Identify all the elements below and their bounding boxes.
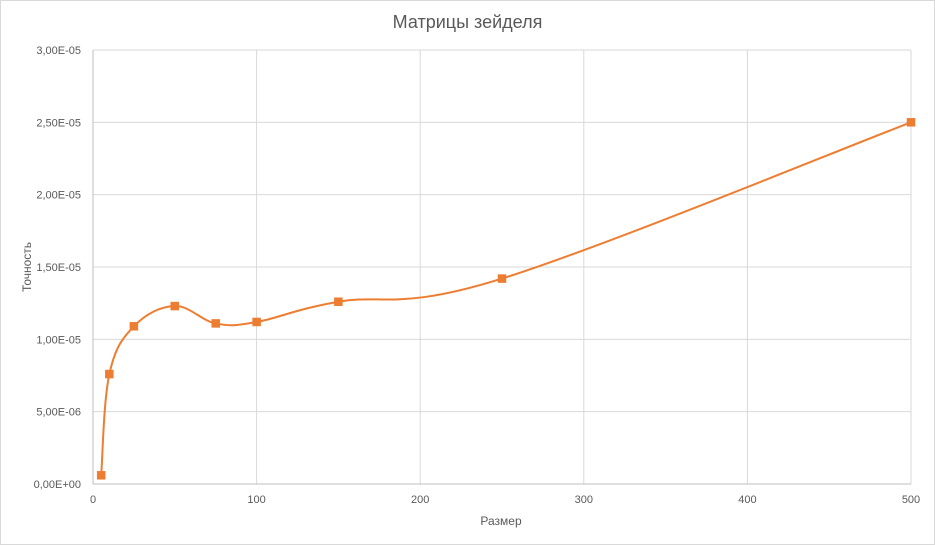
series-line bbox=[100, 121, 912, 476]
axes bbox=[92, 50, 911, 485]
data-point-marker bbox=[211, 319, 220, 328]
y-tick-label: 2,00E-05 bbox=[36, 190, 81, 202]
x-tick-label: 100 bbox=[247, 494, 265, 506]
x-tick-label: 200 bbox=[411, 494, 429, 506]
y-tick-label: 1,50E-05 bbox=[36, 262, 81, 274]
grid-lines bbox=[93, 49, 912, 484]
data-point-marker bbox=[497, 274, 507, 283]
y-tick-label: 2,50E-05 bbox=[36, 117, 81, 129]
y-tick-labels: 0,00E+00 5,00E-06 1,00E-05 1,50E-05 2,00E-05… bbox=[34, 45, 81, 491]
y-tick-label: 0,00E+00 bbox=[34, 479, 81, 491]
x-axis-title: Размер bbox=[480, 514, 522, 528]
series-markers bbox=[96, 118, 916, 480]
x-tick-labels: 0 100 200 300 400 500 bbox=[90, 494, 920, 506]
y-tick-label: 1,00E-05 bbox=[36, 334, 81, 346]
data-point-marker bbox=[129, 322, 139, 331]
data-point-marker bbox=[105, 369, 114, 379]
y-tick-label: 5,00E-06 bbox=[36, 407, 81, 419]
y-tick-label: 3,00E-05 bbox=[36, 45, 81, 57]
y-axis-title: Точность bbox=[20, 242, 34, 292]
x-tick-label: 300 bbox=[575, 494, 593, 506]
x-tick-label: 500 bbox=[902, 494, 920, 506]
data-point-marker bbox=[96, 471, 106, 480]
data-point-marker bbox=[170, 301, 180, 311]
x-tick-label: 400 bbox=[738, 494, 756, 506]
data-point-marker bbox=[906, 118, 916, 127]
chart-title: Матрицы зейделя bbox=[392, 12, 543, 32]
data-point-marker bbox=[334, 297, 343, 306]
data-point-marker bbox=[252, 317, 261, 327]
x-tick-label: 0 bbox=[90, 494, 96, 506]
